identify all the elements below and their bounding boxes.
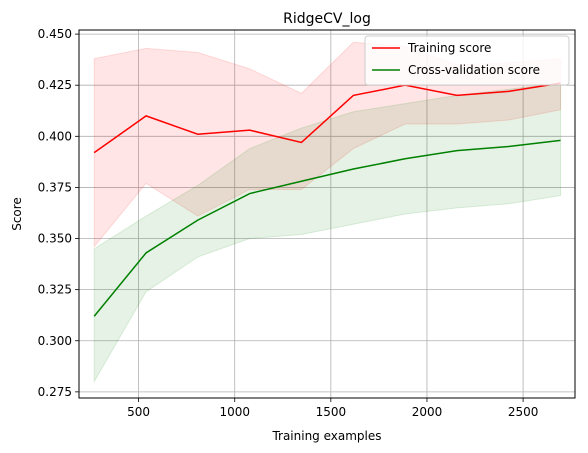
y-tick-label: 0.425 bbox=[38, 78, 72, 92]
x-tick-label: 500 bbox=[127, 405, 150, 419]
x-tick-label: 2000 bbox=[412, 405, 443, 419]
legend-label: Cross-validation score bbox=[408, 63, 540, 77]
y-tick-label: 0.275 bbox=[38, 385, 72, 399]
legend-label: Training score bbox=[407, 41, 491, 55]
y-tick-label: 0.350 bbox=[38, 232, 72, 246]
x-tick-label: 1500 bbox=[316, 405, 347, 419]
x-tick-label: 2500 bbox=[508, 405, 539, 419]
score-lines bbox=[93, 82, 561, 317]
y-tick-label: 0.450 bbox=[38, 27, 72, 41]
y-axis-ticks: 0.275 0.300 0.325 0.350 0.375 0.400 0.425 0.450 bbox=[38, 27, 79, 399]
plot-frame bbox=[78, 29, 576, 399]
score-line-0 bbox=[93, 82, 561, 154]
grid bbox=[79, 30, 575, 398]
score-line-1 bbox=[93, 139, 561, 317]
x-tick-label: 1000 bbox=[219, 405, 250, 419]
chart-title: RidgeCV_log bbox=[283, 11, 371, 27]
y-axis-label: Score bbox=[10, 197, 24, 231]
x-axis-ticks: 500 1000 1500 2000 2500 bbox=[127, 398, 538, 419]
legend-frame bbox=[364, 35, 570, 86]
y-tick-label: 0.300 bbox=[38, 334, 72, 348]
y-tick-label: 0.325 bbox=[38, 283, 72, 297]
y-tick-label: 0.375 bbox=[38, 180, 72, 194]
x-axis-label: Training examples bbox=[271, 429, 381, 443]
legend: Training score Cross-validation score bbox=[364, 35, 570, 86]
score-band-1 bbox=[93, 82, 562, 384]
y-tick-label: 0.400 bbox=[38, 129, 72, 143]
